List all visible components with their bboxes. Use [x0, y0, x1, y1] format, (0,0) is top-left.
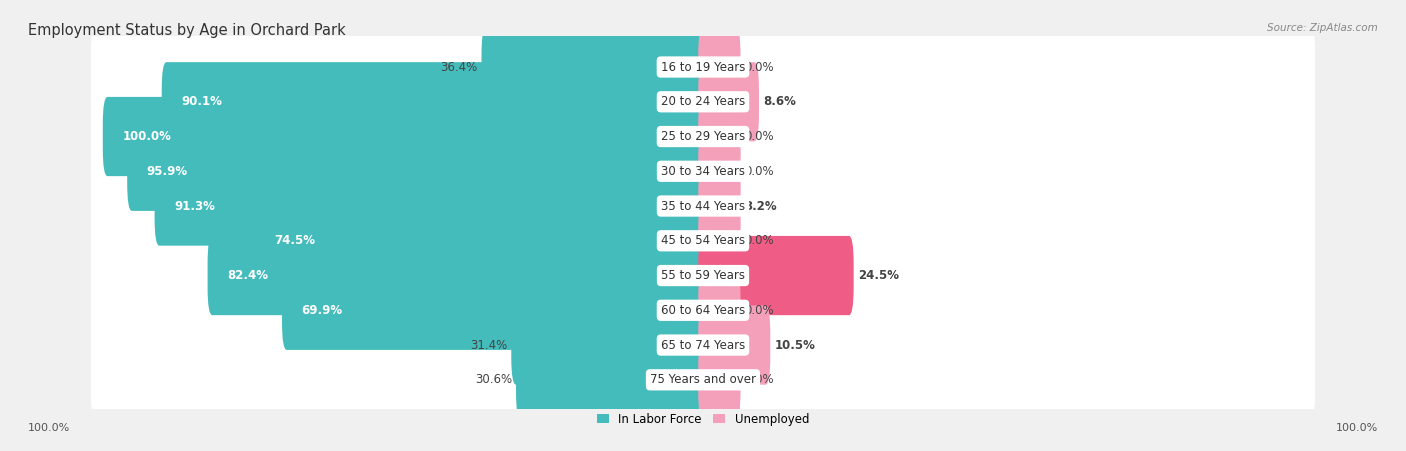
Text: 100.0%: 100.0% [1336, 423, 1378, 433]
FancyBboxPatch shape [208, 236, 707, 315]
Text: 31.4%: 31.4% [470, 339, 508, 351]
Text: 24.5%: 24.5% [858, 269, 898, 282]
Text: Employment Status by Age in Orchard Park: Employment Status by Age in Orchard Park [28, 23, 346, 37]
Legend: In Labor Force, Unemployed: In Labor Force, Unemployed [598, 413, 808, 426]
Text: 0.0%: 0.0% [745, 373, 775, 387]
FancyBboxPatch shape [91, 26, 1315, 108]
Text: 95.9%: 95.9% [146, 165, 188, 178]
Text: 45 to 54 Years: 45 to 54 Years [661, 234, 745, 247]
Text: 0.0%: 0.0% [745, 130, 775, 143]
Text: 8.6%: 8.6% [763, 95, 796, 108]
Text: 100.0%: 100.0% [28, 423, 70, 433]
FancyBboxPatch shape [699, 236, 853, 315]
FancyBboxPatch shape [699, 271, 741, 350]
FancyBboxPatch shape [699, 97, 741, 176]
FancyBboxPatch shape [699, 166, 741, 246]
FancyBboxPatch shape [699, 340, 741, 419]
FancyBboxPatch shape [91, 339, 1315, 421]
Text: Source: ZipAtlas.com: Source: ZipAtlas.com [1267, 23, 1378, 32]
FancyBboxPatch shape [91, 269, 1315, 351]
Text: 20 to 24 Years: 20 to 24 Years [661, 95, 745, 108]
Text: 0.0%: 0.0% [745, 165, 775, 178]
Text: 3.2%: 3.2% [745, 199, 778, 212]
Text: 30 to 34 Years: 30 to 34 Years [661, 165, 745, 178]
FancyBboxPatch shape [283, 271, 707, 350]
FancyBboxPatch shape [162, 62, 707, 142]
FancyBboxPatch shape [91, 235, 1315, 317]
Text: 60 to 64 Years: 60 to 64 Years [661, 304, 745, 317]
Text: 35 to 44 Years: 35 to 44 Years [661, 199, 745, 212]
FancyBboxPatch shape [699, 132, 741, 211]
FancyBboxPatch shape [254, 201, 707, 281]
Text: 0.0%: 0.0% [745, 60, 775, 74]
FancyBboxPatch shape [91, 304, 1315, 386]
FancyBboxPatch shape [699, 62, 759, 142]
Text: 82.4%: 82.4% [228, 269, 269, 282]
Text: 36.4%: 36.4% [440, 60, 477, 74]
Text: 74.5%: 74.5% [274, 234, 315, 247]
FancyBboxPatch shape [91, 130, 1315, 212]
Text: 25 to 29 Years: 25 to 29 Years [661, 130, 745, 143]
FancyBboxPatch shape [155, 166, 707, 246]
FancyBboxPatch shape [91, 96, 1315, 178]
FancyBboxPatch shape [91, 165, 1315, 247]
Text: 0.0%: 0.0% [745, 234, 775, 247]
Text: 10.5%: 10.5% [775, 339, 815, 351]
Text: 90.1%: 90.1% [181, 95, 222, 108]
FancyBboxPatch shape [127, 132, 707, 211]
Text: 16 to 19 Years: 16 to 19 Years [661, 60, 745, 74]
Text: 91.3%: 91.3% [174, 199, 215, 212]
Text: 0.0%: 0.0% [745, 304, 775, 317]
FancyBboxPatch shape [699, 305, 770, 385]
FancyBboxPatch shape [699, 201, 741, 281]
Text: 65 to 74 Years: 65 to 74 Years [661, 339, 745, 351]
Text: 30.6%: 30.6% [475, 373, 512, 387]
Text: 55 to 59 Years: 55 to 59 Years [661, 269, 745, 282]
FancyBboxPatch shape [91, 200, 1315, 282]
Text: 100.0%: 100.0% [122, 130, 172, 143]
FancyBboxPatch shape [91, 61, 1315, 143]
FancyBboxPatch shape [512, 305, 707, 385]
FancyBboxPatch shape [481, 28, 707, 106]
FancyBboxPatch shape [699, 28, 741, 106]
FancyBboxPatch shape [103, 97, 707, 176]
FancyBboxPatch shape [516, 340, 707, 419]
Text: 69.9%: 69.9% [302, 304, 343, 317]
Text: 75 Years and over: 75 Years and over [650, 373, 756, 387]
